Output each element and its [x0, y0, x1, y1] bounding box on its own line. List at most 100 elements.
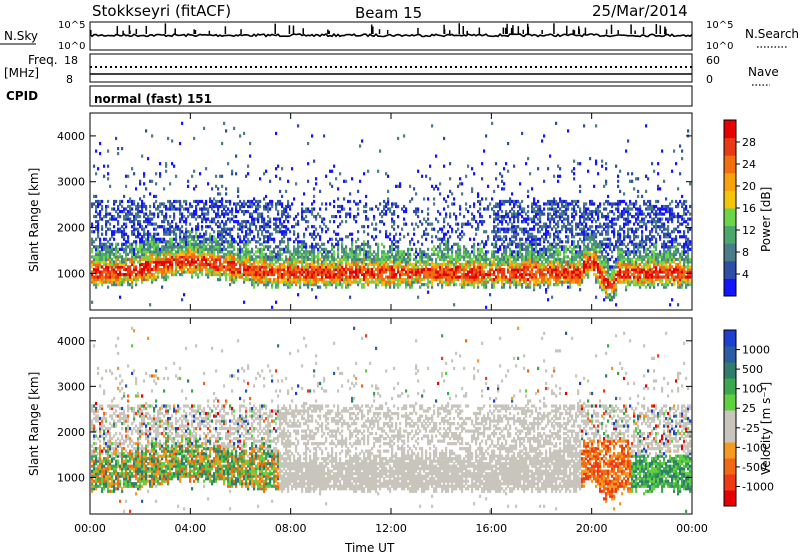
data-cell	[435, 185, 437, 188]
data-cell	[155, 182, 157, 185]
data-cell	[261, 225, 263, 228]
data-cell	[131, 230, 133, 233]
data-cell	[459, 182, 461, 185]
data-cell	[443, 197, 445, 200]
data-cell	[273, 223, 275, 226]
data-cell	[479, 278, 481, 281]
data-cell	[161, 220, 163, 223]
data-cell	[513, 240, 515, 243]
data-cell	[289, 238, 291, 241]
data-cell	[237, 243, 239, 246]
data-cell	[201, 235, 203, 238]
data-cell	[531, 228, 533, 231]
data-cell	[113, 230, 115, 233]
data-cell	[277, 250, 279, 253]
data-cell	[257, 255, 259, 258]
data-cell	[303, 233, 305, 236]
data-cell	[199, 233, 201, 236]
data-cell	[159, 172, 161, 175]
data-cell	[507, 278, 509, 281]
data-cell	[509, 270, 511, 273]
data-cell	[399, 238, 401, 241]
data-cell	[427, 233, 429, 236]
data-cell	[121, 205, 123, 208]
data-cell	[407, 233, 409, 236]
data-cell	[367, 233, 369, 236]
data-cell	[449, 235, 451, 238]
data-cell	[409, 281, 411, 284]
data-cell	[439, 255, 441, 258]
data-cell	[151, 273, 153, 276]
data-cell	[345, 212, 347, 215]
data-cell	[117, 248, 119, 251]
data-cell	[443, 248, 445, 251]
data-cell	[379, 220, 381, 223]
data-cell	[425, 228, 427, 231]
data-cell	[413, 243, 415, 246]
data-cell	[269, 207, 271, 210]
data-cell	[437, 210, 439, 213]
data-cell	[503, 187, 505, 190]
data-cell	[525, 278, 527, 281]
data-cell	[217, 200, 219, 203]
data-cell	[241, 255, 243, 258]
data-cell	[181, 298, 183, 301]
data-cell	[107, 212, 109, 215]
data-cell	[119, 210, 121, 213]
data-cell	[547, 255, 549, 258]
data-cell	[411, 263, 413, 266]
data-cell	[187, 185, 189, 188]
data-cell	[375, 253, 377, 256]
data-cell	[565, 235, 567, 238]
data-cell	[547, 200, 549, 203]
data-cell	[511, 260, 513, 263]
data-cell	[181, 260, 183, 263]
data-cell	[235, 155, 237, 158]
freq-tick-top: 18	[64, 54, 78, 67]
data-cell	[433, 228, 435, 231]
data-cell	[341, 220, 343, 223]
data-cell	[355, 220, 357, 223]
data-cell	[283, 248, 285, 251]
data-cell	[337, 197, 339, 200]
data-cell	[415, 248, 417, 251]
data-cell	[185, 207, 187, 210]
data-cell	[301, 207, 303, 210]
data-cell	[425, 175, 427, 178]
data-cell	[379, 212, 381, 215]
data-cell	[559, 197, 561, 200]
data-cell	[283, 220, 285, 223]
data-cell	[481, 255, 483, 258]
data-cell	[405, 223, 407, 226]
data-cell	[221, 220, 223, 223]
data-cell	[281, 210, 283, 213]
data-cell	[439, 228, 441, 231]
data-cell	[493, 235, 495, 238]
data-cell	[259, 243, 261, 246]
data-cell	[499, 245, 501, 248]
data-cell	[99, 250, 101, 253]
data-cell	[297, 265, 299, 268]
data-cell	[259, 177, 261, 180]
data-cell	[559, 238, 561, 241]
data-cell	[265, 245, 267, 248]
data-cell	[129, 283, 131, 286]
data-cell	[115, 200, 117, 203]
data-cell	[481, 197, 483, 200]
data-cell	[565, 260, 567, 263]
data-cell	[131, 220, 133, 223]
data-cell	[183, 207, 185, 210]
data-cell	[145, 273, 147, 276]
data-cell	[553, 218, 555, 221]
data-cell	[519, 228, 521, 231]
data-cell	[121, 255, 123, 258]
data-cell	[553, 245, 555, 248]
data-cell	[269, 225, 271, 228]
data-cell	[227, 233, 229, 236]
data-cell	[205, 212, 207, 215]
data-cell	[323, 278, 325, 281]
data-cell	[461, 235, 463, 238]
data-cell	[161, 202, 163, 205]
data-cell	[525, 212, 527, 215]
data-cell	[435, 253, 437, 256]
